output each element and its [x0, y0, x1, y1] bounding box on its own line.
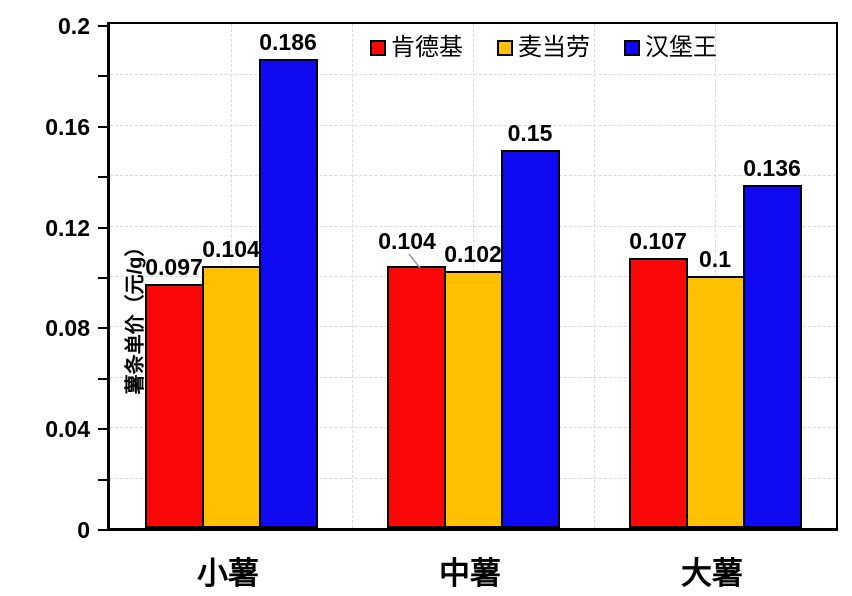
y-minor-tick — [98, 478, 107, 481]
legend-swatch — [624, 40, 640, 56]
y-axis-title: 薯条单价（元/g） — [124, 236, 147, 395]
bar-value-label: 0.1 — [699, 246, 731, 272]
bar-value-label: 0.15 — [507, 120, 553, 146]
bar-麦当劳-大薯 — [685, 276, 745, 528]
y-tick-label: 0.08 — [45, 315, 90, 342]
legend-swatch — [497, 40, 513, 56]
vertical-gridline — [594, 24, 595, 528]
y-minor-tick — [98, 377, 107, 380]
y-tick-label: 0.16 — [45, 113, 90, 140]
bar-value-label: 0.104 — [202, 235, 260, 262]
bar-value-label: 0.107 — [629, 228, 687, 255]
legend-swatch — [370, 40, 386, 56]
bar-肯德基-大薯 — [628, 258, 688, 528]
y-major-tick — [98, 226, 107, 229]
bar-value-label: 0.104 — [378, 227, 436, 254]
label-leader-line — [408, 253, 421, 269]
legend-item-麦当劳: 麦当劳 — [497, 34, 590, 62]
y-tick-label: 0.12 — [45, 214, 90, 241]
legend: 肯德基 麦当劳 汉堡王 — [370, 34, 717, 62]
y-major-tick — [98, 327, 107, 330]
vertical-gridline — [352, 24, 353, 528]
legend-label: 麦当劳 — [518, 34, 590, 61]
y-minor-tick — [98, 75, 107, 78]
bar-汉堡王-小薯 — [258, 59, 318, 528]
bar-汉堡王-大薯 — [742, 185, 802, 528]
y-tick-label: 0.04 — [45, 416, 90, 443]
legend-label: 汉堡王 — [645, 34, 717, 61]
bar-麦当劳-小薯 — [201, 265, 261, 528]
bar-value-label: 0.097 — [145, 253, 203, 280]
y-major-tick — [98, 529, 107, 531]
y-major-tick — [98, 25, 107, 27]
y-tick-label: 0.2 — [58, 13, 90, 39]
x-category-label-小薯: 小薯 — [197, 556, 259, 591]
bar-麦当劳-中薯 — [443, 270, 503, 528]
legend-item-肯德基: 肯德基 — [370, 34, 463, 62]
bar-value-label: 0.186 — [259, 29, 317, 56]
plot-area: 0.097 0.104 0.186 0.104 0.102 0.15 0.107 0.1 0.1… — [107, 22, 838, 531]
y-major-tick — [98, 428, 107, 431]
y-major-tick — [98, 125, 107, 128]
bar-value-label: 0.102 — [444, 240, 502, 267]
x-category-label-大薯: 大薯 — [681, 556, 743, 591]
y-minor-tick — [98, 176, 107, 179]
y-minor-tick — [98, 277, 107, 279]
bar-肯德基-中薯 — [386, 265, 446, 528]
bar-value-label: 0.136 — [743, 155, 801, 182]
bar-汉堡王-中薯 — [500, 150, 560, 528]
legend-label: 肯德基 — [391, 34, 463, 61]
legend-item-汉堡王: 汉堡王 — [624, 34, 717, 62]
bar-肯德基-小薯 — [144, 283, 204, 528]
y-tick-label: 0 — [77, 517, 90, 543]
x-category-label-中薯: 中薯 — [439, 556, 501, 591]
